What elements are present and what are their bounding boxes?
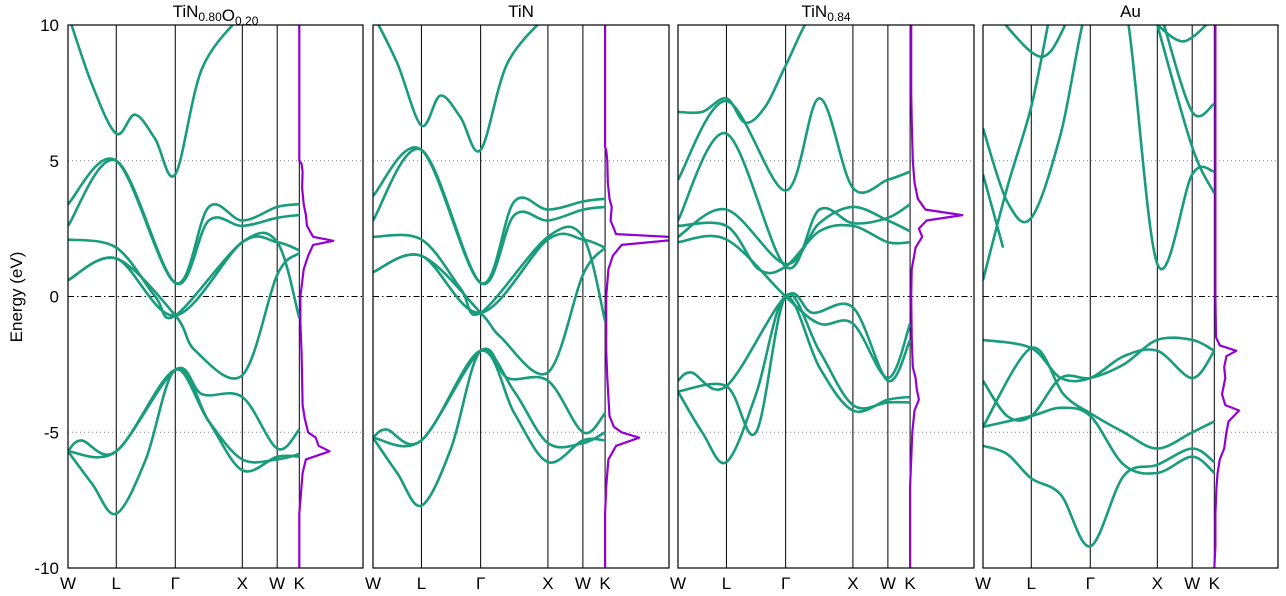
band-line (678, 132, 911, 270)
y-tick-label: 5 (50, 152, 59, 171)
dos-curve (908, 25, 964, 568)
panel-4: W L Γ X W KAu (975, 2, 1279, 593)
x-tick-label: Γ (1086, 574, 1095, 593)
panel-frame (982, 24, 1279, 569)
x-tick-label: L (112, 574, 121, 593)
x-tick-label: X (847, 574, 858, 593)
x-tick-label: Γ (781, 574, 790, 593)
x-tick-label: W (575, 574, 591, 593)
x-tick-label: Γ (171, 574, 180, 593)
bands (983, 25, 1241, 568)
band-line (373, 147, 606, 286)
band-line (678, 25, 807, 125)
band-line (983, 406, 1216, 475)
y-axis-label: Energy (eV) (7, 252, 26, 343)
band-line (983, 336, 1215, 422)
band-line (983, 346, 1215, 450)
band-line (373, 225, 607, 322)
band-line (68, 158, 300, 286)
panel-title: Au (1120, 2, 1141, 21)
band-line (373, 146, 606, 285)
band-line (678, 205, 911, 266)
band-line (68, 231, 301, 320)
band-line (1162, 25, 1216, 118)
band-line (68, 235, 300, 317)
y-axis: Energy (eV) -10 -5 0 5 10 (7, 16, 59, 578)
x-tick-label: W (60, 574, 76, 593)
band-line (68, 366, 301, 456)
panel-frame (372, 24, 670, 569)
band-line (983, 25, 1215, 271)
band-line (678, 295, 911, 465)
x-tick-label: K (599, 574, 611, 593)
band-line (983, 173, 1005, 248)
band-line (983, 25, 1050, 281)
x-tick-label: X (237, 574, 248, 593)
band-line (983, 338, 1216, 383)
band-line (377, 25, 540, 153)
y-tick-label: -5 (44, 423, 59, 442)
band-line (1156, 25, 1208, 43)
band-line (373, 347, 607, 446)
dos-curve (298, 25, 335, 568)
x-tick-label: W (670, 574, 686, 593)
band-line (68, 368, 300, 473)
x-tick-label: W (269, 574, 285, 593)
band-line (678, 292, 912, 391)
x-tick-label: K (904, 574, 916, 593)
x-tick-label: K (1209, 574, 1221, 593)
bands (678, 25, 964, 568)
dos-curve (1213, 25, 1241, 568)
x-tick-label: L (1027, 574, 1036, 593)
x-tick-label: X (1152, 574, 1163, 593)
panel-frame (67, 24, 364, 569)
x-tick-label: L (417, 574, 426, 593)
x-tick-label: W (880, 574, 896, 593)
band-line (1156, 25, 1216, 194)
band-line (1003, 25, 1067, 59)
panel-title: TiN (508, 2, 534, 21)
dos-curve (603, 25, 669, 568)
bands (373, 25, 669, 568)
panel-frame (677, 24, 975, 569)
x-tick-label: Γ (476, 574, 485, 593)
band-line (678, 234, 912, 380)
x-tick-label: K (294, 574, 306, 593)
x-tick-label: W (1184, 574, 1200, 593)
x-tick-label: W (975, 574, 991, 593)
y-tick-label: 0 (50, 288, 59, 307)
band-line (373, 232, 606, 315)
x-tick-label: X (542, 574, 553, 593)
y-tick-label: 10 (40, 16, 59, 35)
y-tick-label: -10 (34, 559, 59, 578)
band-line (68, 252, 301, 380)
band-line (373, 347, 606, 508)
band-line (678, 96, 911, 195)
bands (68, 25, 335, 568)
x-tick-label: W (365, 574, 381, 593)
band-line (68, 157, 300, 285)
panel-title: TiN0.80O0.20 (173, 2, 259, 28)
band-line (70, 25, 235, 178)
x-tick-label: L (722, 574, 731, 593)
band-line (68, 368, 300, 516)
band-line (983, 444, 1216, 548)
panel-title: TiN0.84 (801, 2, 850, 24)
